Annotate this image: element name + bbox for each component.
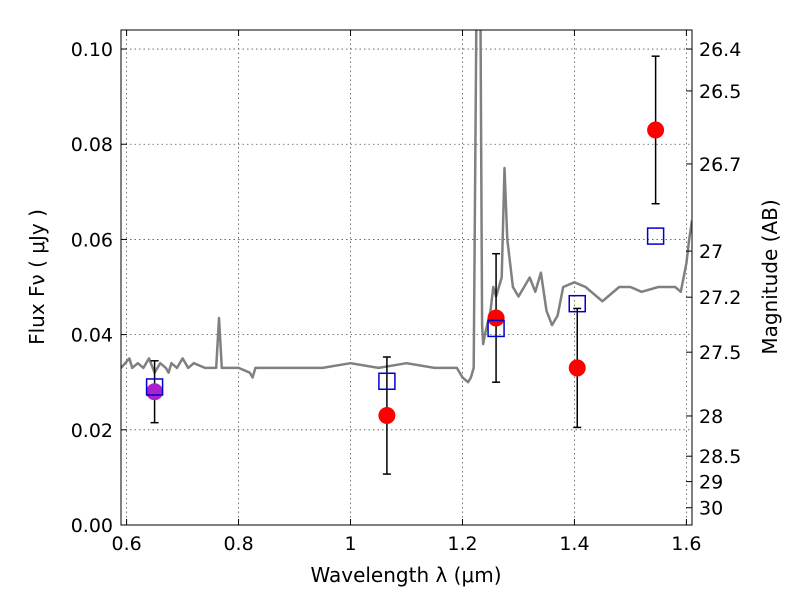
observed-flux-point: [378, 407, 396, 425]
y-tick-label: 0.04: [71, 325, 113, 347]
right-tick-label: 27.2: [699, 287, 741, 309]
x-tick-label: 0.6: [111, 533, 141, 555]
y-tick-label: 0.08: [71, 134, 113, 156]
y-tick-label: 0.00: [71, 515, 113, 537]
model-photometry-square: [378, 372, 396, 391]
model-photometry-square: [487, 319, 505, 338]
right-tick-label: 28: [699, 406, 723, 428]
model-photometry-square: [646, 227, 665, 245]
right-tick-label: 30: [699, 498, 723, 520]
observed-flux-point: [568, 359, 586, 377]
plot-frame-layer: [120, 29, 693, 526]
right-tick-label: 26.7: [699, 154, 741, 176]
right-tick-label: 26.4: [699, 39, 741, 61]
model-photometry-square: [145, 378, 164, 396]
model-photometry-layer: [145, 227, 665, 396]
right-tick-label: 26.5: [699, 81, 741, 103]
observed-flux-point: [487, 309, 505, 327]
x-tick-label: 1.4: [559, 533, 589, 555]
observed-flux-point: [647, 121, 665, 139]
x-tick-label: 1.6: [671, 533, 701, 555]
y-tick-label: 0.10: [71, 39, 113, 61]
model-photometry-square: [568, 294, 586, 313]
errorbar-layer: [146, 55, 665, 475]
model-spectrum-line: [121, 30, 692, 384]
y-axis-title: Flux Fν ( μJy ): [25, 209, 49, 345]
x-axis-title: Wavelength λ (μm): [310, 563, 501, 587]
x-tick-label: 0.8: [223, 533, 253, 555]
right-tick-label: 27: [699, 241, 723, 263]
x-tick-label: 1.2: [447, 533, 477, 555]
observed-flux-point: [146, 383, 164, 401]
x-tick-label: 1: [344, 533, 356, 555]
y-tick-label: 0.06: [71, 229, 113, 251]
y-tick-label: 0.02: [71, 420, 113, 442]
model-spectrum-layer: [121, 30, 692, 384]
plot-frame: [120, 29, 693, 526]
right-tick-label: 29: [699, 472, 723, 494]
right-axis-title: Magnitude (AB): [758, 199, 782, 354]
right-tick-label: 28.5: [699, 446, 741, 468]
right-tick-label: 27.5: [699, 342, 741, 364]
tick-layer: 0.6 0.8 1 1.2 1.4 1.6 0.00 0.02 0.04 0.06 0.08 0.10…: [71, 30, 741, 555]
